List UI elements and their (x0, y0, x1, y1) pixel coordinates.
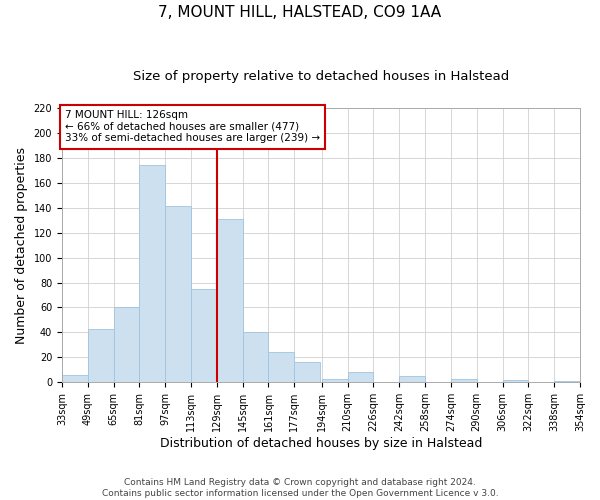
Bar (268, 352, 295, 382)
Bar (347, 372, 373, 382)
Bar (139, 165, 165, 382)
Bar (451, 378, 477, 382)
Bar (503, 380, 529, 382)
Bar (88, 328, 113, 382)
Bar (554, 381, 580, 382)
X-axis label: Distribution of detached houses by size in Halstead: Distribution of detached houses by size … (160, 437, 482, 450)
Bar (295, 362, 320, 382)
Bar (217, 219, 242, 382)
Bar (62, 375, 88, 382)
Bar (322, 378, 347, 382)
Text: 7, MOUNT HILL, HALSTEAD, CO9 1AA: 7, MOUNT HILL, HALSTEAD, CO9 1AA (158, 5, 442, 20)
Text: 7 MOUNT HILL: 126sqm
← 66% of detached houses are smaller (477)
33% of semi-deta: 7 MOUNT HILL: 126sqm ← 66% of detached h… (65, 110, 320, 144)
Bar (113, 308, 139, 382)
Text: Contains HM Land Registry data © Crown copyright and database right 2024.
Contai: Contains HM Land Registry data © Crown c… (101, 478, 499, 498)
Bar (191, 288, 217, 382)
Bar (242, 332, 268, 382)
Bar (165, 206, 191, 382)
Title: Size of property relative to detached houses in Halstead: Size of property relative to detached ho… (133, 70, 509, 83)
Bar (399, 376, 425, 382)
Y-axis label: Number of detached properties: Number of detached properties (15, 146, 28, 344)
